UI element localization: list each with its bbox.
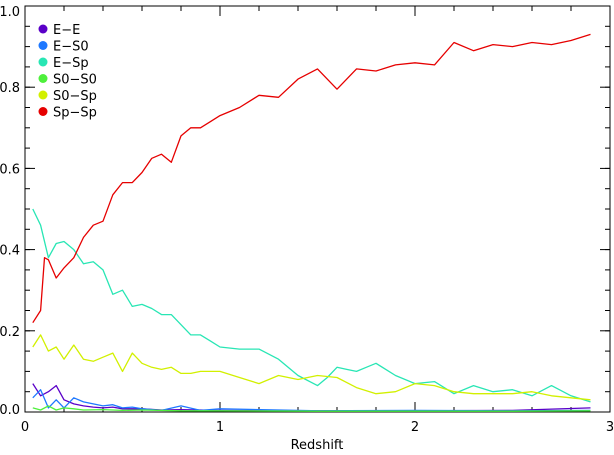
legend-marker bbox=[38, 90, 48, 100]
y-tick-label: 0.0 bbox=[0, 403, 20, 418]
x-tick-label: 0 bbox=[21, 420, 29, 435]
legend-label: E−S0 bbox=[53, 40, 89, 55]
legend-marker bbox=[38, 57, 48, 67]
legend-label: S0−S0 bbox=[53, 73, 97, 88]
x-tick-label: 1 bbox=[216, 420, 224, 435]
series-line-4 bbox=[32, 334, 591, 401]
legend-marker bbox=[38, 107, 48, 116]
legend-marker bbox=[38, 41, 48, 50]
series-lines bbox=[32, 33, 591, 412]
plot-frame bbox=[24, 5, 611, 413]
y-tick-label: 0.8 bbox=[0, 81, 20, 96]
y-tick-label: 0.6 bbox=[0, 162, 20, 177]
legend-label: E−E bbox=[53, 23, 80, 38]
series-line-1 bbox=[32, 389, 591, 412]
series-line-0 bbox=[32, 383, 591, 412]
series-line-2 bbox=[32, 208, 591, 403]
x-tick-label: 3 bbox=[606, 420, 614, 435]
series-line-3 bbox=[32, 405, 591, 412]
axis-ticks bbox=[24, 5, 611, 413]
legend-label: S0−Sp bbox=[53, 89, 97, 104]
legend-marker bbox=[38, 74, 48, 83]
y-tick-label: 1.0 bbox=[0, 5, 20, 20]
y-tick-label: 0.2 bbox=[0, 325, 20, 340]
x-axis-label: Redshift bbox=[291, 438, 344, 453]
series-line-5 bbox=[32, 33, 591, 324]
legend-marker bbox=[38, 24, 48, 34]
axis-tick-labels: 0 1 2 3 0.0 0.2 0.4 0.6 0.8 1.0 bbox=[0, 5, 614, 435]
legend-label: Sp−Sp bbox=[53, 106, 97, 121]
legend-label: E−Sp bbox=[53, 56, 89, 71]
y-tick-label: 0.4 bbox=[0, 244, 20, 259]
x-tick-label: 2 bbox=[411, 420, 419, 435]
